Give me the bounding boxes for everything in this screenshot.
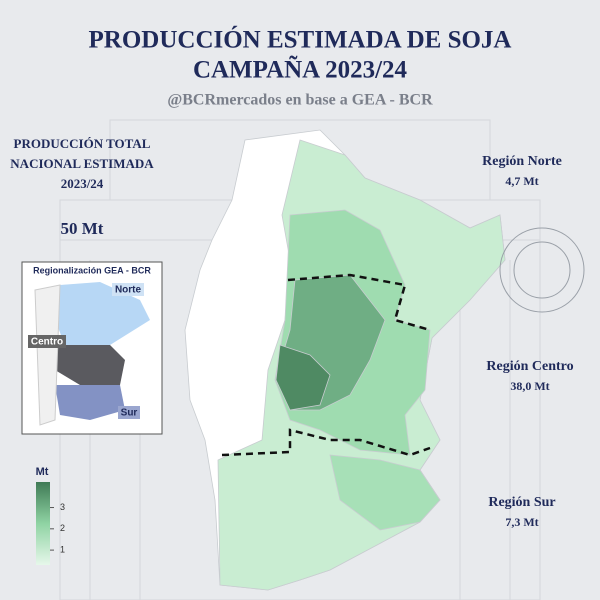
region-value: 4,7 Mt [505,174,538,188]
seal [499,227,585,313]
legend-tick-label: 1 [60,544,65,554]
total-label: NACIONAL ESTIMADA [10,156,154,171]
subtitle: @BCRmercados en base a GEA - BCR [167,92,433,109]
inset-label: Norte [115,285,142,296]
region-name: Región Norte [482,154,562,169]
region-border [221,273,431,457]
inset-region [34,284,61,426]
colorbar [36,482,50,565]
region-name: Región Sur [488,495,555,510]
legend-tick-label: 2 [60,523,65,533]
inset: Regionalización GEA - BCR Norte Centro S… [21,261,163,435]
region-value: 7,3 Mt [505,515,538,529]
total-label: 2023/24 [61,176,104,191]
region-name: Región Centro [486,359,573,374]
inset-tag [118,406,140,419]
total-value: 50 Mt [61,219,104,238]
legend-title: Mt [36,466,49,478]
region-value: 38,0 Mt [510,379,549,393]
inset-region [55,282,150,345]
inset-tag [28,335,66,348]
inset-title: Regionalización GEA - BCR [33,265,151,275]
inset-region [55,385,125,420]
inset-tag [112,283,144,296]
inset-label: Centro [31,337,63,348]
title: PRODUCCIÓN ESTIMADA DE SOJA [89,26,512,54]
map [184,129,506,591]
total-label: PRODUCCIÓN TOTAL [14,136,151,151]
legend-tick-label: 3 [60,502,65,512]
inset-region [55,345,125,385]
inset-label: Sur [121,408,138,419]
title: CAMPAÑA 2023/24 [193,56,408,84]
